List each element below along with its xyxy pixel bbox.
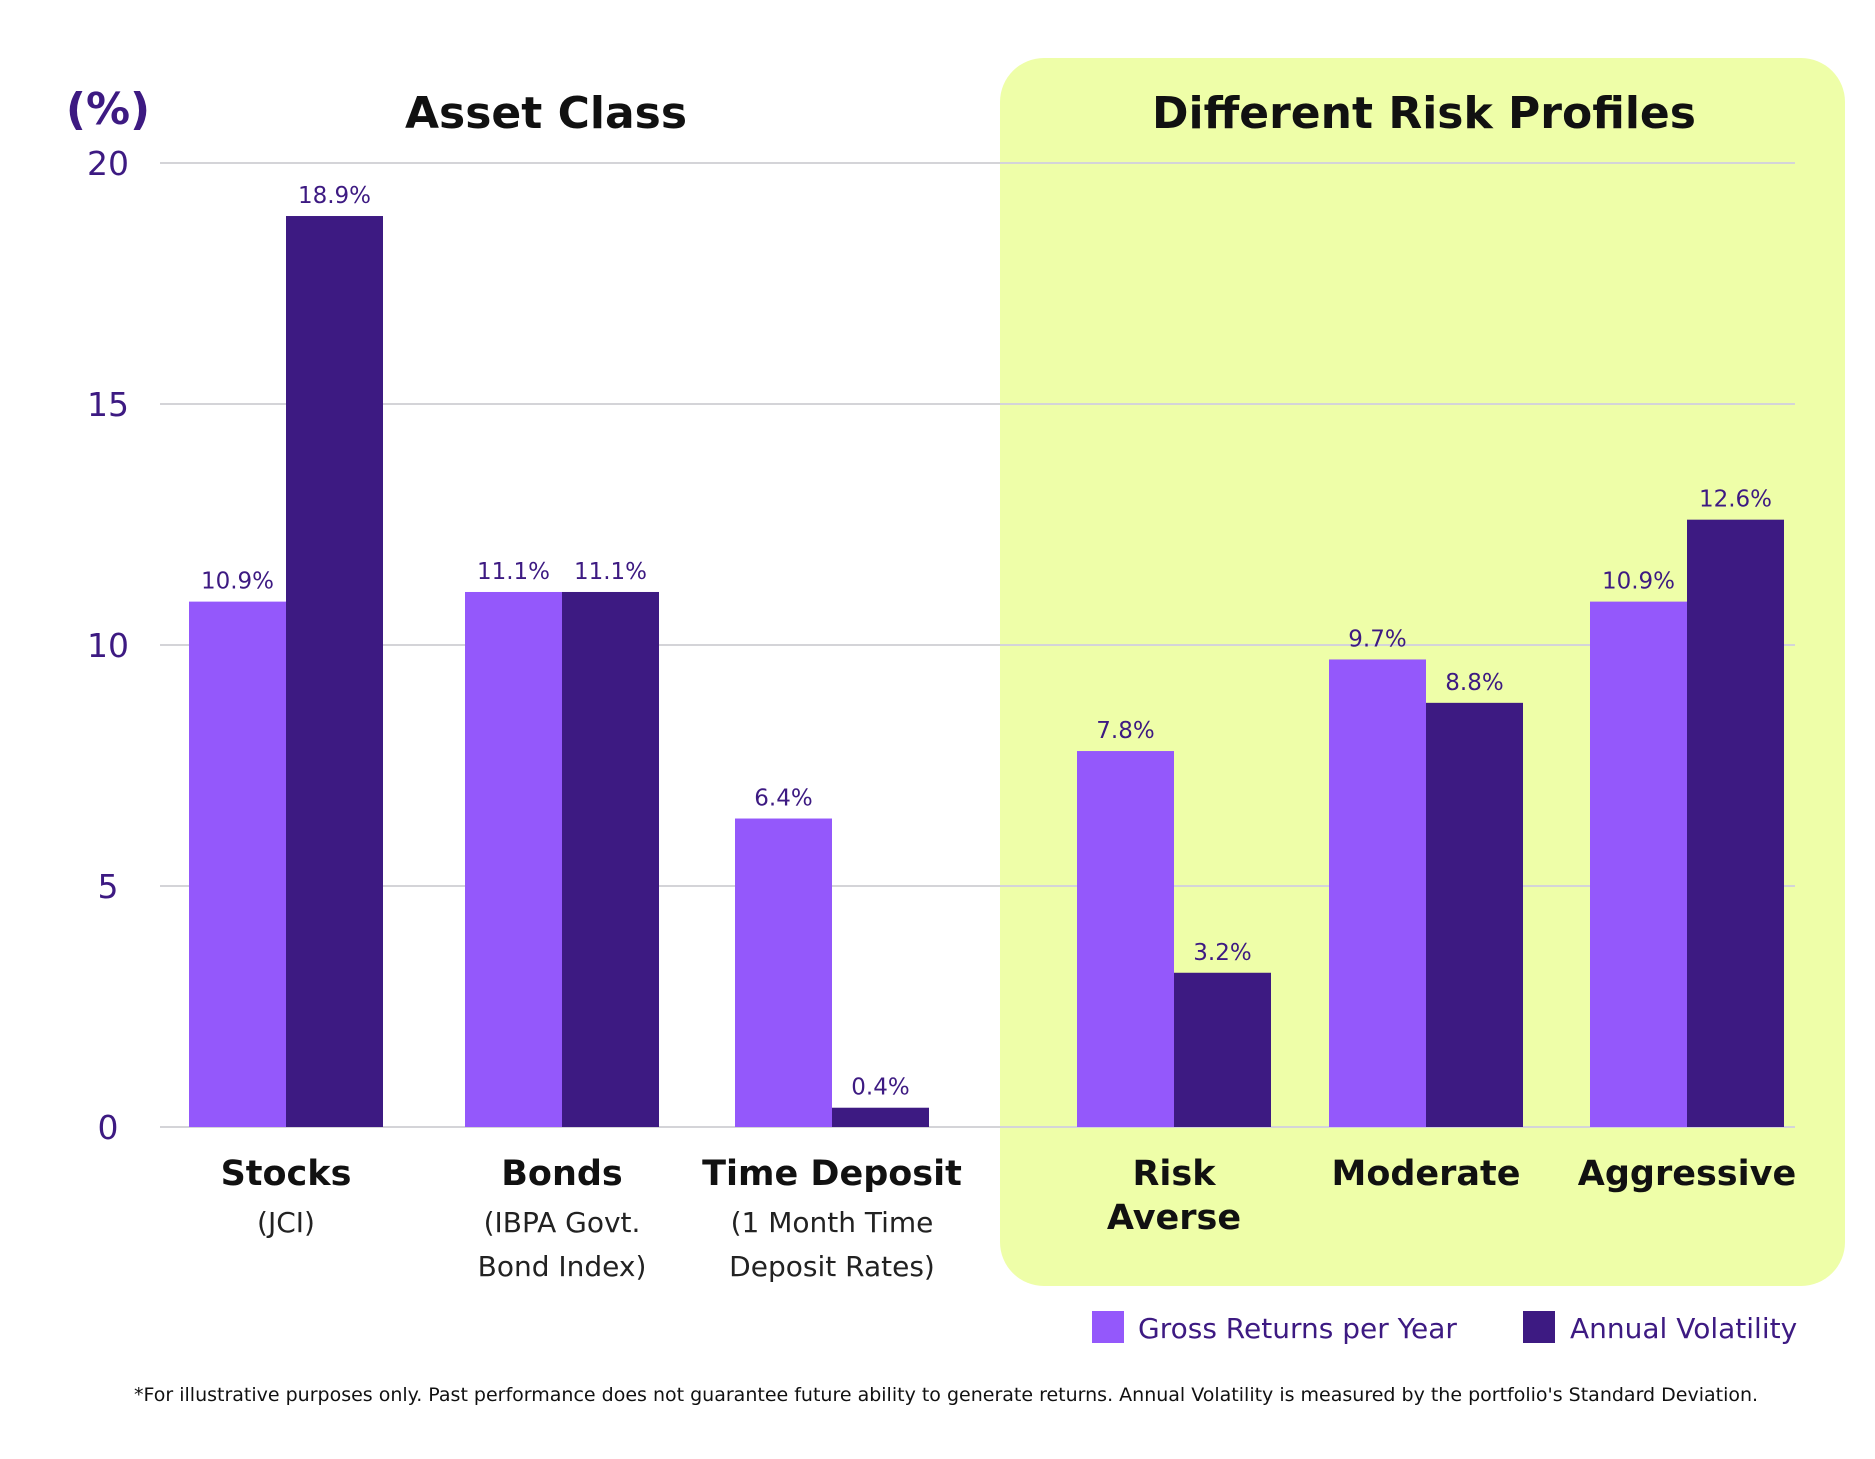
asset-class-title: Asset Class (405, 88, 687, 139)
category-label: Risk (1132, 1154, 1216, 1194)
data-labels: 10.9% 11.1% 6.4% 7.8% 9.7% 10.9% 18.9% 11.1% 0.4… (201, 183, 1772, 1101)
risk-profiles-title: Different Risk Profiles (1152, 88, 1696, 139)
y-axis-unit-label: (%) (66, 84, 150, 135)
category-label: Bonds (501, 1154, 623, 1194)
category-labels: Stocks (JCI) Bonds (IBPA Govt. Bond Index) Ti… (221, 1154, 1797, 1283)
data-label: 3.2% (1193, 940, 1251, 966)
y-tick-label: 20 (87, 144, 129, 183)
legend-swatch-gross (1092, 1311, 1124, 1343)
bar-annual-volatility (562, 591, 659, 1127)
category-label: Aggressive (1578, 1154, 1796, 1194)
bar-annual-volatility (1426, 702, 1523, 1127)
bar-annual-volatility (832, 1107, 929, 1127)
footnote: *For illustrative purposes only. Past pe… (134, 1384, 1758, 1406)
category-subtitle: (IBPA Govt. (484, 1206, 641, 1239)
bar-annual-volatility (286, 216, 383, 1127)
legend-label-gross: Gross Returns per Year (1138, 1312, 1457, 1345)
y-tick-label: 0 (98, 1108, 119, 1147)
data-label: 11.1% (477, 559, 550, 585)
bar-gross-returns (465, 591, 562, 1127)
legend-label-volatility: Annual Volatility (1570, 1312, 1797, 1345)
bar-annual-volatility (1687, 519, 1784, 1127)
data-label: 11.1% (574, 559, 647, 585)
data-label: 7.8% (1096, 718, 1154, 744)
bar-gross-returns (1077, 751, 1174, 1127)
category-subtitle: Bond Index) (478, 1250, 647, 1283)
category-subtitle: (1 Month Time (731, 1206, 934, 1239)
data-label: 9.7% (1348, 626, 1406, 652)
y-tick-label: 5 (98, 867, 119, 906)
y-tick-label: 15 (87, 385, 129, 424)
data-label: 0.4% (851, 1075, 909, 1101)
data-label: 18.9% (298, 183, 371, 209)
y-tick-label: 10 (87, 626, 129, 665)
bar-gross-returns (1329, 659, 1426, 1127)
category-subtitle: (JCI) (257, 1206, 315, 1239)
data-label: 6.4% (754, 786, 812, 812)
data-label: 10.9% (1602, 569, 1675, 595)
data-label: 8.8% (1445, 670, 1503, 696)
legend-swatch-volatility (1523, 1311, 1555, 1343)
category-label: Time Deposit (702, 1154, 962, 1194)
bar-gross-returns (735, 818, 832, 1127)
legend: Gross Returns per Year Annual Volatility (1092, 1311, 1797, 1345)
bar-annual-volatility (1174, 972, 1271, 1127)
category-label: Averse (1107, 1198, 1241, 1238)
category-label: Stocks (221, 1154, 352, 1194)
y-axis-ticks: 0 5 10 15 20 (87, 144, 129, 1147)
bar-gross-returns (189, 601, 286, 1127)
data-label: 10.9% (201, 569, 274, 595)
data-label: 12.6% (1699, 487, 1772, 513)
category-label: Moderate (1331, 1154, 1520, 1194)
bar-gross-returns (1590, 601, 1687, 1127)
category-subtitle: Deposit Rates) (729, 1250, 935, 1283)
bars (189, 216, 1784, 1127)
